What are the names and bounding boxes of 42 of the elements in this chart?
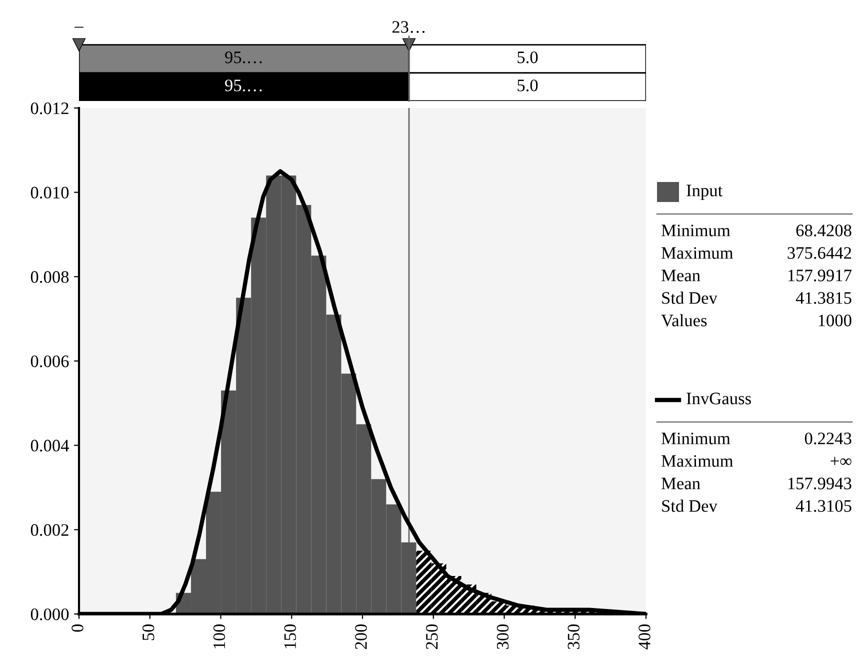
x-tick-label: 200 bbox=[355, 624, 367, 649]
text: 5.0 bbox=[518, 51, 538, 64]
text: 5.0 bbox=[518, 80, 538, 92]
ref-line-label: 23… bbox=[392, 21, 425, 33]
text: Maximum bbox=[662, 247, 734, 259]
x-tick-label: 300 bbox=[496, 624, 509, 649]
text: Std Dev bbox=[662, 500, 718, 512]
x-tick-label: 400 bbox=[638, 624, 650, 650]
text: – bbox=[74, 26, 84, 28]
text: +∞ bbox=[830, 456, 852, 465]
text: 95.… bbox=[225, 52, 262, 64]
text: 95.… bbox=[225, 80, 262, 92]
text: Mean bbox=[662, 270, 700, 282]
text: Values bbox=[661, 314, 707, 326]
x-tick-label: 150 bbox=[284, 624, 296, 648]
x-tick-label: 100 bbox=[213, 624, 226, 648]
text: 41.3105 bbox=[796, 500, 852, 512]
x-tick-label: 50 bbox=[142, 624, 154, 640]
x-tick-label: 250 bbox=[426, 624, 438, 649]
y-tick-label: 0.000 bbox=[30, 608, 69, 620]
text: 157.9917 bbox=[788, 270, 852, 282]
text: Mean bbox=[662, 478, 700, 490]
text: 1000 bbox=[818, 314, 852, 326]
legend-label: InvGauss bbox=[686, 392, 751, 404]
text: 68.4208 bbox=[796, 224, 852, 236]
text: 41.3815 bbox=[796, 292, 852, 304]
x-tick-label: 0 bbox=[72, 624, 84, 632]
text: Std Dev bbox=[662, 292, 718, 304]
y-tick-label: 0.006 bbox=[30, 355, 69, 368]
y-tick-label: 0.004 bbox=[30, 440, 70, 452]
text: 157.9943 bbox=[788, 478, 852, 490]
text: Maximum bbox=[662, 455, 734, 467]
legend-label: Input bbox=[686, 184, 723, 200]
text: 375.6442 bbox=[788, 247, 852, 259]
y-tick-label: 0.002 bbox=[30, 524, 68, 536]
y-tick-label: 0.008 bbox=[30, 271, 69, 283]
text: Minimum bbox=[662, 224, 730, 236]
text: Minimum bbox=[662, 432, 730, 444]
text: 0.2243 bbox=[804, 432, 852, 444]
y-tick-label: 0.012 bbox=[30, 102, 68, 114]
y-tick-label: 0.010 bbox=[30, 186, 69, 199]
x-tick-label: 350 bbox=[568, 624, 580, 649]
